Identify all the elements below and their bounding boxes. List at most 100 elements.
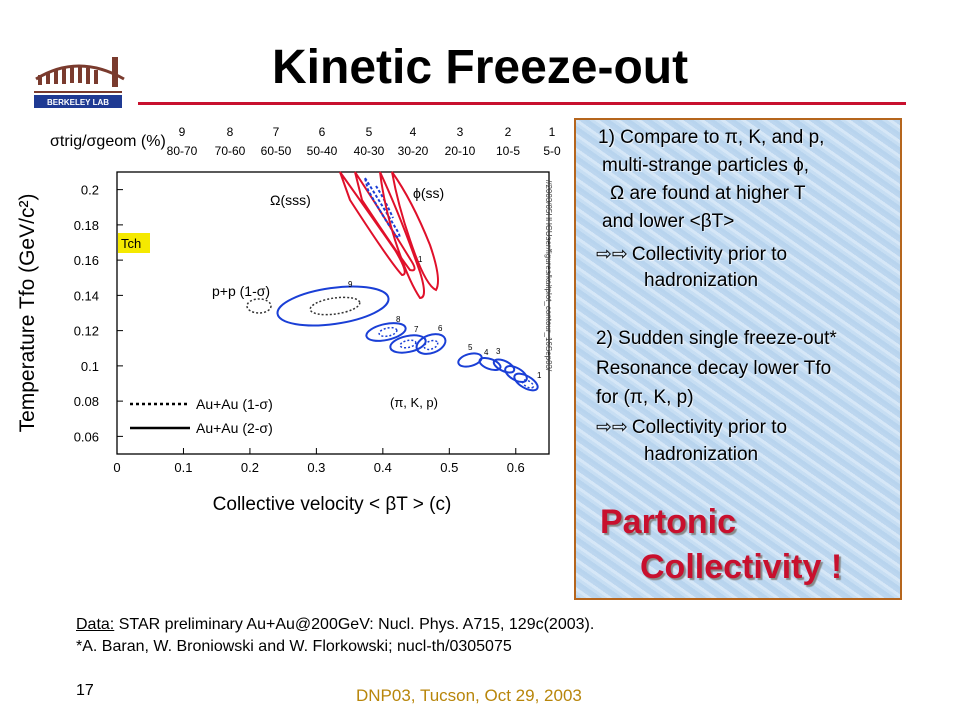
centrality-bin-number: 7 — [273, 125, 280, 139]
omega-contours — [339, 171, 416, 277]
x-tick-label: 0.3 — [307, 460, 325, 475]
conference-footer: DNP03, Tucson, Oct 29, 2003 — [356, 686, 582, 705]
footnote-data: Data: STAR preliminary Au+Au@200GeV: Nuc… — [76, 616, 594, 634]
phi-label: ϕ(ss) — [413, 185, 444, 201]
x-tick-label: 0 — [113, 460, 120, 475]
x-tick-label: 0.2 — [241, 460, 259, 475]
y-tick-label: 0.18 — [74, 218, 99, 233]
phi-contour — [391, 171, 439, 292]
title-rule — [138, 102, 906, 105]
pikp-bin-label: 1 — [537, 371, 542, 380]
centrality-bin-range: 70-60 — [215, 144, 246, 158]
phi-contours: 1 — [379, 171, 439, 300]
box-line-1: 1) Compare to π, K, and p, — [598, 127, 825, 148]
top-axis-label: σtrig/σgeom (%) — [50, 133, 166, 150]
box-line-5-text: Collectivity prior to — [631, 244, 788, 265]
pikp-contour-bin7-1sigma — [399, 339, 417, 349]
box-line-4: and lower <βT> — [602, 211, 735, 232]
pp-label: p+p (1-σ) — [212, 283, 270, 299]
x-tick-label: 0.5 — [440, 460, 458, 475]
x-axis-label: Collective velocity < βT > (c) — [213, 494, 452, 515]
pikp-contour-bin1 — [513, 372, 539, 392]
phi-contour — [379, 171, 425, 300]
y-tick-label: 0.16 — [74, 253, 99, 268]
berkeley-lab-logo: BERKELEY LAB — [34, 57, 125, 108]
pikp-bin-label: 7 — [414, 325, 419, 334]
pp-contour — [246, 298, 272, 314]
pikp-contour-bin1-1sigma — [521, 379, 535, 389]
box-line-7: 2) Sudden single freeze-out* — [596, 328, 837, 349]
centrality-bin-range: 60-50 — [261, 144, 292, 158]
pikp-contour-bin9 — [276, 285, 390, 327]
x-tick-label: 0.4 — [374, 460, 392, 475]
box-line-2: multi-strange particles ϕ, — [602, 155, 810, 176]
pikp-label: (π, K, p) — [390, 395, 438, 410]
pikp-contour-bin3 — [492, 358, 516, 374]
y-tick-label: 0.12 — [74, 324, 99, 339]
partonic-line-1: Partonic — [600, 503, 737, 541]
pikp-contour-bin8-1sigma — [378, 326, 398, 338]
centrality-bin-range: 40-30 — [354, 144, 385, 158]
centrality-bin-number: 9 — [179, 125, 186, 139]
centrality-bin-number: 3 — [457, 125, 464, 139]
centrality-bin-number: 8 — [227, 125, 234, 139]
box-line-10: ⇨⇨ Collectivity prior to — [596, 416, 787, 439]
footnote-data-text: STAR preliminary Au+Au@200GeV: Nucl. Phy… — [114, 616, 595, 633]
centrality-bin-number: 5 — [366, 125, 373, 139]
centrality-bin-number: 1 — [549, 125, 556, 139]
page-number: 17 — [76, 682, 94, 699]
pikp-contour-bin6-1sigma — [423, 339, 439, 351]
centrality-bin-number: 4 — [410, 125, 417, 139]
footnote-ref: *A. Baran, W. Broniowski and W. Florkows… — [76, 638, 512, 655]
vertical-path-text: //2003/05HHCUser/figures/kaitplot_contou… — [544, 180, 553, 372]
pikp-contour-bin6 — [415, 333, 447, 355]
pikp-contour-bin7 — [389, 334, 427, 354]
summary-box — [574, 118, 902, 600]
pikp-contour-bin9-1sigma — [309, 296, 361, 316]
double-outline-right-arrow-icon: ⇨⇨ — [596, 244, 628, 265]
y-tick-label: 0.08 — [74, 394, 99, 409]
centrality-bin-range: 80-70 — [167, 144, 198, 158]
pikp-bin-label: 8 — [396, 315, 401, 324]
freeze-out-chart: σtrig/σgeom (%) 9 80-70 8 70-60 7 60-50 6 50-40… — [16, 125, 561, 515]
plot-frame — [116, 171, 550, 455]
partonic-line-2: Collectivity ! — [640, 548, 843, 586]
legend: Au+Au (1-σ) Au+Au (2-σ) — [130, 396, 273, 436]
pikp-bin-label: 5 — [468, 343, 473, 352]
y-tick-label: 0.1 — [81, 359, 99, 374]
centrality-bin-range: 30-20 — [398, 144, 429, 158]
tch-marker — [118, 233, 150, 253]
legend-entry-1sigma: Au+Au (1-σ) — [196, 396, 273, 412]
box-line-9: for (π, K, p) — [596, 387, 694, 408]
logo-text: BERKELEY LAB — [47, 98, 109, 107]
footnote-data-label: Data: — [76, 616, 115, 633]
centrality-bin-number: 2 — [505, 125, 512, 139]
pikp-bin-label: 6 — [438, 324, 443, 333]
omega-contour-2sigma — [339, 171, 406, 277]
centrality-bin-range: 20-10 — [445, 144, 476, 158]
box-line-5: ⇨⇨ Collectivity prior to — [596, 243, 787, 266]
pikp-contours: 9 8 7 6 5 4 3 1 — [276, 280, 542, 392]
pikp-bin-label: 9 — [348, 280, 353, 289]
box-line-3: Ω are found at higher T — [610, 183, 806, 204]
centrality-bin-range: 50-40 — [307, 144, 338, 158]
omega-contour-1sigma — [364, 177, 401, 239]
pikp-contour-bin8 — [365, 322, 407, 342]
double-outline-right-arrow-icon: ⇨⇨ — [596, 417, 628, 438]
centrality-bin-range: 10-5 — [496, 144, 520, 158]
omega-contour-2sigma — [354, 171, 416, 272]
box-line-6: hadronization — [644, 270, 759, 291]
centrality-bin-number: 6 — [319, 125, 326, 139]
box-line-8: Resonance decay lower Tfo — [596, 358, 832, 379]
y-axis-label: Temperature Tfo (GeV/c²) — [16, 194, 39, 433]
x-tick-label: 0.1 — [174, 460, 192, 475]
omega-label: Ω(sss) — [270, 192, 311, 208]
legend-entry-2sigma: Au+Au (2-σ) — [196, 420, 273, 436]
y-tick-label: 0.2 — [81, 183, 99, 198]
slide-title: Kinetic Freeze-out — [272, 41, 689, 94]
y-tick-label: 0.06 — [74, 429, 99, 444]
y-tick-label: 0.14 — [74, 288, 99, 303]
box-line-10-text: Collectivity prior to — [631, 417, 788, 438]
pikp-bin-label: 4 — [484, 348, 489, 357]
tch-label: Tch — [121, 236, 141, 251]
